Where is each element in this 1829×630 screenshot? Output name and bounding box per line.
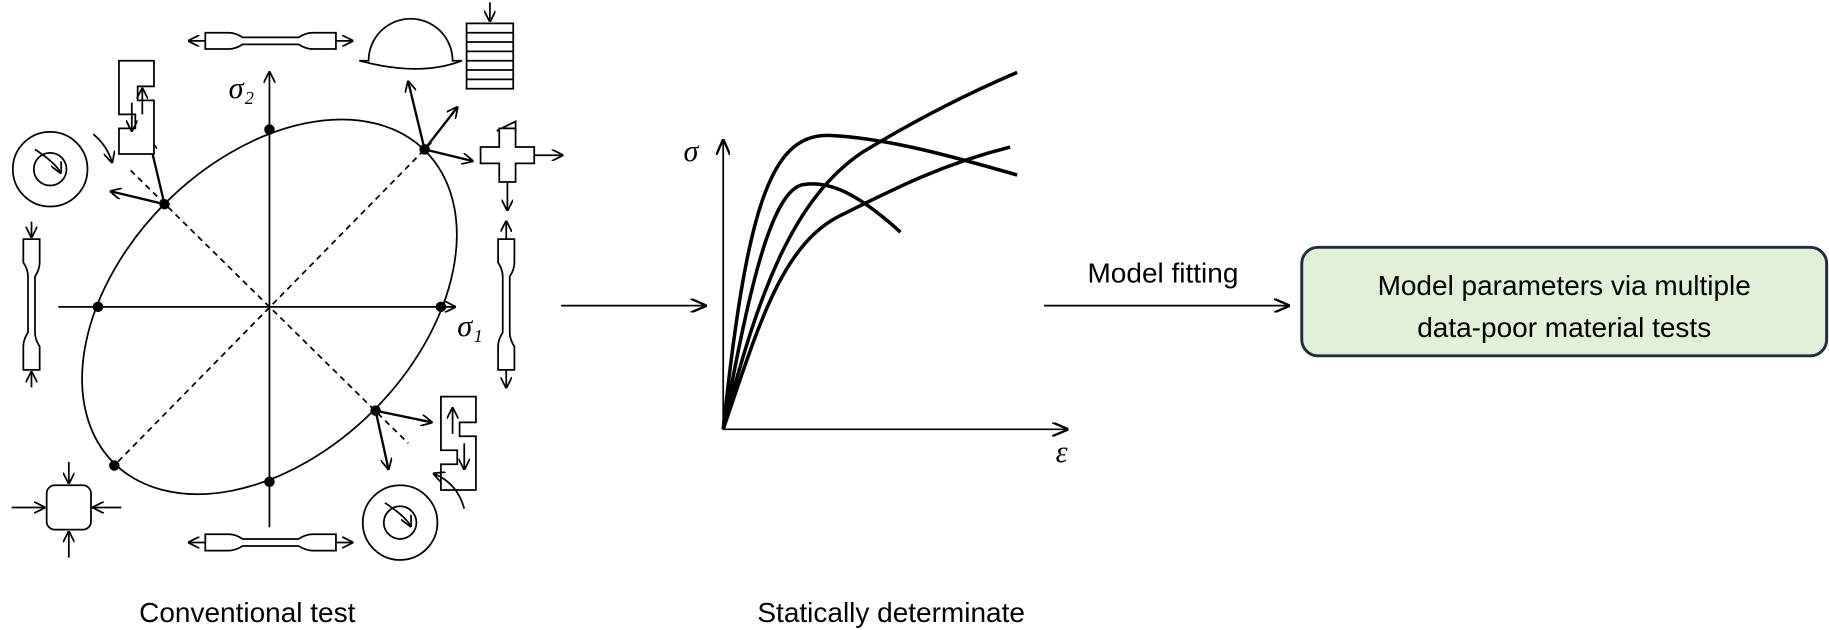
axis-label: σ₂ [229,71,255,105]
arrow-label: Model fitting [1088,257,1239,288]
specimens [12,2,563,560]
stress-strain-plot: σ ε [684,72,1068,469]
diagram: σ₂ σ₁ [0,0,1829,630]
box-text: data-poor material tests [1417,312,1711,343]
axis-label: σ [684,134,700,168]
caption: Conventional test [139,597,355,628]
diagonal [111,142,432,469]
curve [723,184,900,429]
curve [723,72,1017,429]
axis-label: σ₁ [457,309,483,343]
caption: Statically determinate [757,597,1025,628]
normals [111,82,473,469]
box-text: Model parameters via multiple [1378,270,1751,301]
axis-label: ε [1056,435,1068,469]
page: {"axis_labels": {"sigma_2": "σ₂", "sigma… [0,0,1829,630]
